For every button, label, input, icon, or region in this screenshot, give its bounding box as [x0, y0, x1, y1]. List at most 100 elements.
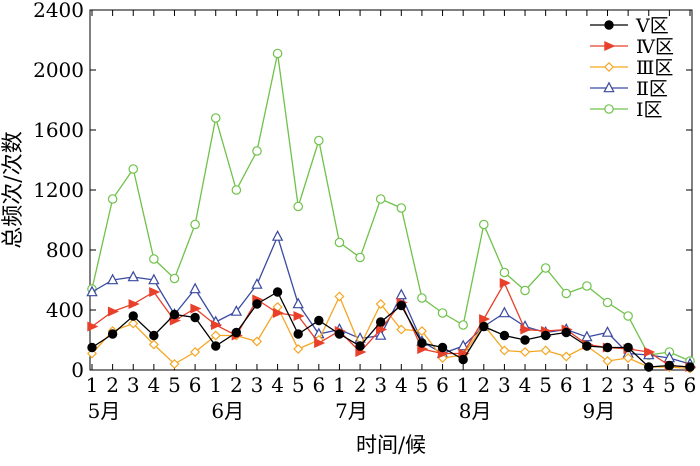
x-tick-label: 3: [127, 373, 140, 397]
x-tick-label: 5: [168, 373, 181, 397]
data-point: [644, 362, 654, 372]
legend-label: Ⅱ区: [636, 78, 668, 100]
series-line: [91, 281, 691, 368]
x-tick-label: 6: [684, 373, 697, 397]
x-tick-label: 2: [230, 373, 243, 397]
x-axis: 1 2 3 4 5 6 1 2 3 4 5 6 1 2 3 4 5 6 1 2 3 4 5 6 1 2 3 4 5 65月 6月 7月 8月 9月: [86, 10, 697, 423]
data-point: [561, 288, 572, 299]
x-tick-label: 6: [436, 373, 449, 397]
x-tick-label: 4: [642, 373, 655, 397]
x-tick-label: 5: [539, 373, 552, 397]
x-tick-label: 1: [457, 373, 470, 397]
data-point: [272, 48, 283, 59]
data-point: [581, 330, 593, 342]
data-point: [375, 298, 386, 310]
month-label: 7月: [335, 399, 368, 423]
x-tick-label: 1: [333, 373, 346, 397]
data-point: [561, 327, 571, 338]
data-point: [561, 351, 572, 362]
data-point: [457, 339, 469, 351]
data-point: [623, 311, 633, 321]
data-point: [314, 315, 324, 326]
series-line: [91, 234, 691, 365]
x-tick-label: 2: [477, 373, 490, 397]
data-point: [251, 278, 263, 289]
y-tick-label: 1200: [33, 178, 84, 202]
x-tick-label: 1: [581, 373, 594, 397]
data-point: [107, 194, 118, 204]
y-axis: 0 400 800 1200 1600 2000 2400: [33, 0, 692, 382]
series-layer: [86, 48, 697, 374]
legend-label: Ⅲ区: [636, 57, 673, 79]
data-point: [519, 346, 531, 358]
data-point: [314, 338, 326, 348]
x-tick-label: 5: [292, 373, 305, 397]
data-point: [540, 263, 551, 273]
data-point: [664, 360, 675, 371]
data-point: [252, 299, 262, 309]
legend-item: Ⅱ区: [590, 78, 668, 100]
data-point: [272, 308, 285, 318]
y-axis-label: 总频次/次数: [1, 131, 26, 248]
data-point: [148, 273, 160, 285]
data-point: [601, 326, 614, 337]
data-point: [437, 308, 448, 318]
data-point: [520, 324, 532, 335]
data-point: [128, 164, 139, 174]
month-label: 6月: [211, 399, 244, 423]
data-point: [602, 355, 613, 367]
data-point: [271, 230, 284, 241]
data-point: [623, 342, 633, 353]
data-point: [623, 352, 634, 364]
x-tick-label: 4: [519, 373, 532, 397]
month-label: 9月: [583, 399, 616, 423]
data-point: [169, 358, 180, 370]
x-tick-label: 5: [416, 373, 429, 397]
legend-label: Ⅰ区: [636, 99, 663, 121]
x-tick-label: 6: [560, 373, 573, 397]
data-point: [252, 146, 262, 156]
data-point: [190, 312, 200, 323]
month-label: 8月: [459, 399, 492, 423]
data-point: [106, 273, 119, 285]
data-point: [644, 347, 656, 357]
data-point: [292, 297, 304, 309]
data-point: [231, 185, 242, 195]
data-point: [396, 203, 407, 213]
legend-item: Ⅴ区: [590, 15, 669, 37]
data-point: [498, 306, 511, 318]
data-point: [148, 339, 159, 350]
x-tick-label: 3: [498, 373, 511, 397]
data-point: [375, 317, 386, 327]
data-point: [603, 81, 615, 93]
data-point: [149, 287, 161, 297]
data-point: [582, 281, 592, 291]
x-tick-label: 6: [312, 373, 325, 397]
data-point: [87, 321, 99, 332]
data-point: [479, 321, 489, 332]
data-point: [604, 41, 616, 51]
data-point: [499, 345, 510, 356]
data-point: [87, 342, 97, 353]
data-point: [602, 342, 613, 353]
data-point: [375, 194, 386, 204]
data-point: [604, 20, 614, 30]
data-point: [189, 282, 201, 294]
x-tick-label: 1: [86, 373, 99, 397]
series: [87, 287, 695, 372]
data-point: [520, 335, 530, 345]
data-point: [251, 336, 263, 347]
data-point: [375, 324, 388, 335]
data-point: [334, 291, 345, 302]
data-point: [293, 329, 303, 339]
legend-item: Ⅲ区: [590, 57, 673, 79]
data-point: [169, 309, 180, 320]
x-tick-label: 3: [374, 373, 387, 397]
data-point: [190, 219, 200, 230]
data-point: [293, 343, 304, 355]
data-point: [190, 346, 201, 358]
data-point: [499, 267, 510, 278]
data-point: [210, 113, 221, 123]
